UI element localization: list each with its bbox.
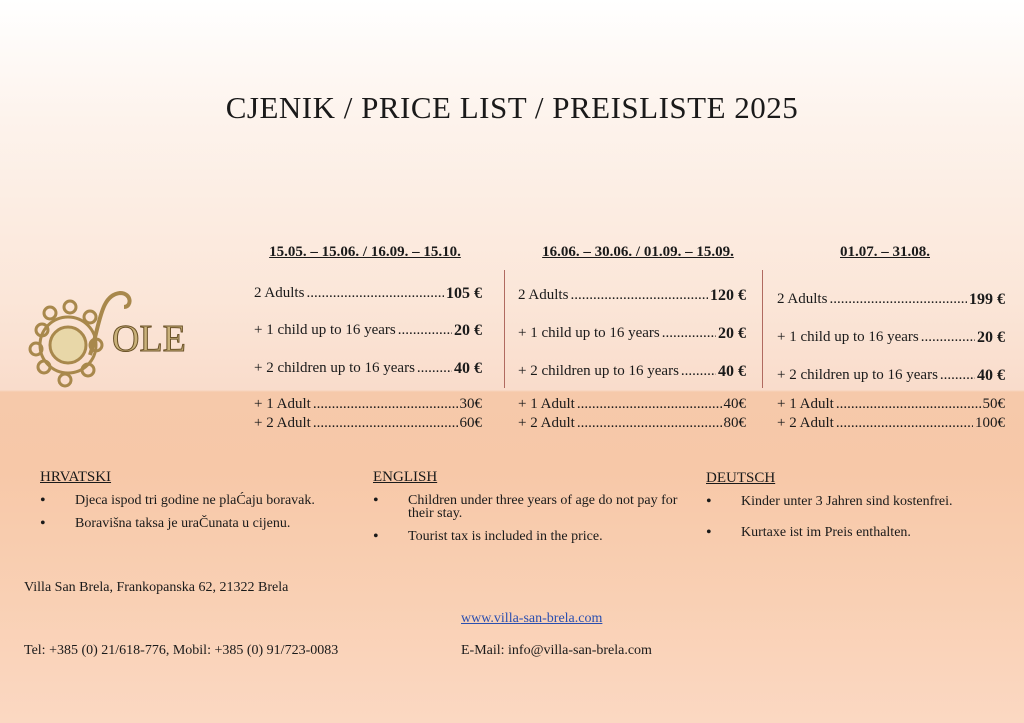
price-row: + 2 Adult80€ xyxy=(518,415,746,432)
website-link[interactable]: www.villa-san-brela.com xyxy=(461,611,603,626)
note-item: Djeca ispod tri godine ne plaĆaju borava… xyxy=(40,494,355,508)
phone: Tel: +385 (0) 21/618-776, Mobil: +385 (0… xyxy=(24,643,339,658)
price-row: 2 Adults105 € xyxy=(254,285,482,303)
price-row: + 1 Adult50€ xyxy=(777,396,1005,413)
price-row: 2 Adults199 € xyxy=(777,291,1005,309)
period-header: 01.07. – 31.08. xyxy=(840,244,930,260)
price-row: + 2 Adult60€ xyxy=(254,415,482,432)
notes-deutsch: DEUTSCH Kinder unter 3 Jahren sind koste… xyxy=(706,470,1021,549)
email: E-Mail: info@villa-san-brela.com xyxy=(461,643,652,658)
column-divider xyxy=(762,270,763,388)
price-row: + 1 child up to 16 years20 € xyxy=(777,329,1005,347)
notes-english: ENGLISH Children under three years of ag… xyxy=(373,469,688,553)
page-title: CJENIK / PRICE LIST / PREISLISTE 2025 xyxy=(225,90,799,125)
section-heading: HRVATSKI xyxy=(40,469,112,485)
price-row: + 1 Adult40€ xyxy=(518,396,746,413)
price-row: + 1 child up to 16 years20 € xyxy=(254,322,482,340)
notes-hrvatski: HRVATSKI Djeca ispod tri godine ne plaĆa… xyxy=(40,469,355,540)
note-item: Boravišna taksa je uraČunata u cijenu. xyxy=(40,517,355,531)
logo-text: OLE xyxy=(112,318,186,360)
price-row: 2 Adults120 € xyxy=(518,287,746,305)
note-item: Tourist tax is included in the price. xyxy=(373,530,688,544)
column-divider xyxy=(504,270,505,388)
price-row: + 2 children up to 16 years40 € xyxy=(777,367,1005,385)
note-item: Kinder unter 3 Jahren sind kostenfrei. xyxy=(706,495,1021,509)
period-header: 15.05. – 15.06. / 16.09. – 15.10. xyxy=(269,244,461,260)
price-row: + 1 child up to 16 years20 € xyxy=(518,325,746,343)
price-row: + 2 children up to 16 years40 € xyxy=(518,363,746,381)
section-heading: DEUTSCH xyxy=(706,470,776,486)
address: Villa San Brela, Frankopanska 62, 21322 … xyxy=(24,580,289,595)
period-header: 16.06. – 30.06. / 01.09. – 15.09. xyxy=(542,244,734,260)
sole-logo: OLE xyxy=(20,285,190,395)
section-heading: ENGLISH xyxy=(373,469,438,485)
price-row: + 2 children up to 16 years40 € xyxy=(254,360,482,378)
note-item: Kurtaxe ist im Preis enthalten. xyxy=(706,526,1021,540)
note-item: Children under three years of age do not… xyxy=(373,494,688,521)
price-row: + 2 Adult100€ xyxy=(777,415,1005,432)
price-row: + 1 Adult30€ xyxy=(254,396,482,413)
